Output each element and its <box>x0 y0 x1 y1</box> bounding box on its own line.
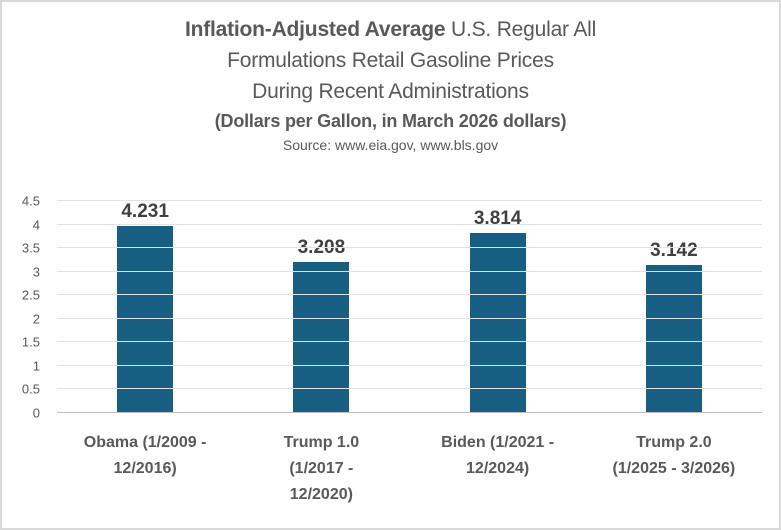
chart-title-line-3: During Recent Administrations <box>252 80 529 103</box>
bar-value-label: 3.142 <box>650 239 698 261</box>
bar-slot: 4.231 <box>57 201 233 413</box>
bar <box>469 233 526 413</box>
y-tick-label: 3 <box>32 264 40 280</box>
gridline <box>57 317 762 319</box>
bar-slot: 3.814 <box>410 201 586 413</box>
chart-title-line-2: Formulations Retail Gasoline Prices <box>227 49 554 72</box>
chart-title-line-1: Inflation-Adjusted Average U.S. Regular … <box>2 14 779 45</box>
x-category-label-line: 12/2016) <box>113 460 177 477</box>
x-axis-line <box>57 412 762 413</box>
y-tick-label: 2.5 <box>21 287 40 303</box>
bar-series: 4.231 3.208 3.814 3.142 <box>57 201 762 413</box>
gridline <box>57 270 762 272</box>
y-tick-label: 2 <box>32 311 40 327</box>
x-category-label-line: 12/2024) <box>466 460 530 477</box>
bar <box>645 264 702 413</box>
y-tick-label: 4 <box>32 217 40 233</box>
chart-title-bold-part: Inflation-Adjusted Average <box>184 18 446 41</box>
x-category-label-line: 12/2020) <box>289 486 353 503</box>
y-tick-label: 4.5 <box>21 193 40 209</box>
y-tick-label: 3.5 <box>21 240 40 256</box>
plot-area: 4.231 3.208 3.814 3.142 <box>57 200 762 413</box>
gridline <box>57 294 762 296</box>
x-category-label-line: (1/2017 - <box>289 460 354 477</box>
x-category-label: Biden (1/2021 - 12/2024) <box>410 430 586 508</box>
y-axis: 0 0.5 1 1.5 2 2.5 3 3.5 4 4.5 <box>2 194 48 421</box>
x-axis: Obama (1/2009 - 12/2016) Trump 1.0 (1/2017 … <box>57 430 762 508</box>
x-category-label-line: (1/2025 - 3/2026) <box>612 460 736 477</box>
y-tick-label: 0 <box>32 405 40 421</box>
x-category-label-line: Biden (1/2021 - <box>441 434 555 451</box>
bar-slot: 3.208 <box>233 201 409 413</box>
y-tick-label: 1 <box>32 358 40 374</box>
bar <box>293 261 350 413</box>
y-tick-label: 1.5 <box>21 334 40 350</box>
chart-subtitle: (Dollars per Gallon, in March 2026 dolla… <box>214 111 567 131</box>
bar-value-label: 4.231 <box>121 201 169 222</box>
x-category-label: Trump 1.0 (1/2017 - 12/2020) <box>233 430 409 508</box>
bar-value-label: 3.814 <box>473 208 522 230</box>
x-category-label: Obama (1/2009 - 12/2016) <box>57 430 233 508</box>
x-category-label: Trump 2.0 (1/2025 - 3/2026) <box>586 430 762 508</box>
gridline <box>57 247 762 249</box>
chart-title-regular-part: U.S. Regular All <box>445 18 597 41</box>
gridline <box>57 341 762 343</box>
x-category-label-line: Obama (1/2009 - <box>83 434 207 451</box>
chart-source: Source: www.eia.gov, www.bls.gov <box>282 137 499 153</box>
y-tick-label: 0.5 <box>21 381 40 397</box>
bar <box>117 226 174 413</box>
x-category-label-line: Trump 1.0 <box>283 434 360 451</box>
gridline <box>57 200 762 201</box>
gridline <box>57 364 762 366</box>
chart-title-block: Inflation-Adjusted Average U.S. Regular … <box>2 14 779 155</box>
gridline <box>57 223 762 225</box>
gridline <box>57 388 762 390</box>
x-category-label-line: Trump 2.0 <box>636 434 712 451</box>
bar-slot: 3.142 <box>586 201 762 413</box>
